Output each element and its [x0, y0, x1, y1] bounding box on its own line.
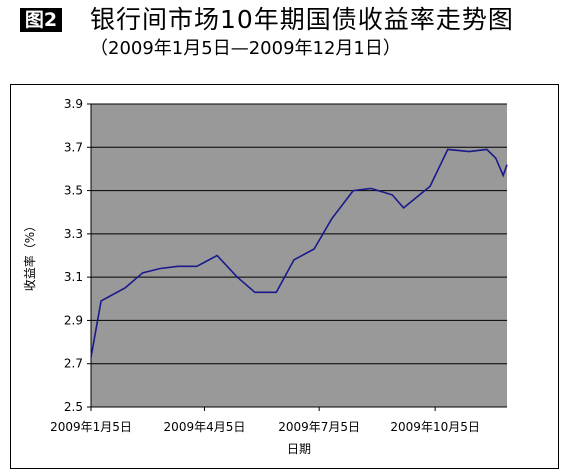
y-tick-label: 2.5 — [64, 400, 83, 414]
series-line-yield — [90, 148, 508, 358]
y-tick-label: 3.3 — [64, 227, 83, 241]
y-tick-label: 3.7 — [64, 140, 83, 154]
y-tick-labels: 2.5 2.7 2.9 3.1 3.3 3.5 3.7 3.9 — [64, 97, 91, 414]
y-tick-label: 3.1 — [64, 270, 83, 284]
x-tick-label: 2009年7月5日 — [278, 420, 360, 434]
x-axis-label: 日期 — [287, 442, 311, 456]
y-axis-label: 收益率（%） — [22, 220, 37, 291]
y-tick-label: 2.7 — [64, 357, 83, 371]
gridlines — [91, 103, 507, 365]
figure-title: 银行间市场10年期国债收益率走势图 — [90, 5, 514, 34]
x-tick-label: 2009年10月5日 — [390, 420, 479, 434]
plot-area — [91, 104, 507, 407]
y-tick-label: 2.9 — [64, 313, 83, 327]
x-tick-labels: 2009年1月5日 2009年4月5日 2009年7月5日 2009年10月5日 — [50, 407, 480, 434]
figure-subtitle: （2009年1月5日—2009年12月1日） — [90, 38, 401, 59]
x-tick-label: 2009年4月5日 — [164, 420, 246, 434]
x-tick-label: 2009年1月5日 — [50, 420, 132, 434]
figure-header: 图2 银行间市场10年期国债收益率走势图 — [0, 4, 571, 38]
y-tick-label: 3.5 — [64, 184, 83, 198]
chart-frame — [10, 84, 559, 469]
y-tick-label: 3.9 — [64, 97, 83, 111]
figure-number-badge: 图2 — [20, 8, 62, 32]
